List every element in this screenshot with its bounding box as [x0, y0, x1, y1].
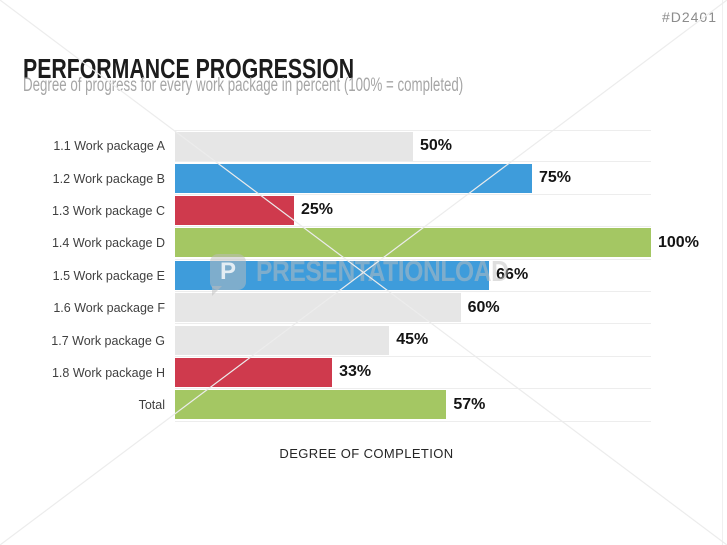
bar [175, 260, 490, 290]
value-label: 75% [539, 169, 572, 187]
bar [175, 390, 447, 420]
chart-row: 1.4 Work package D 100% [30, 227, 699, 260]
category-label: 1.7 Work package G [51, 333, 165, 348]
bar [175, 357, 333, 387]
bar-track: 66% [175, 260, 651, 292]
bar [175, 163, 532, 193]
bar-track: 45% [175, 324, 651, 357]
value-label: 50% [420, 137, 453, 155]
value-label: 60% [467, 298, 500, 316]
bar [175, 228, 651, 258]
category-label: 1.3 Work package C [51, 203, 165, 218]
value-label: 33% [339, 363, 372, 381]
category-label: 1.2 Work package B [52, 171, 165, 186]
category-label: 1.5 Work package E [52, 268, 165, 283]
bar [175, 293, 461, 323]
chart-row: 1.7 Work package G 45% [30, 324, 651, 357]
bar-track: 57% [175, 389, 651, 422]
bar-track: 50% [175, 130, 651, 163]
category-label: 1.1 Work package A [53, 139, 165, 154]
category-label: 1.8 Work package H [51, 365, 165, 380]
chart-row: 1.2 Work package B 75% [30, 162, 651, 195]
value-label: 45% [396, 331, 429, 349]
category-label: 1.6 Work package F [53, 301, 165, 316]
value-label: 25% [301, 201, 334, 219]
x-axis-title: DEGREE OF COMPLETION [279, 446, 454, 461]
doc-code: #D2401 [661, 9, 717, 25]
bar-chart: 1.1 Work package A 50% 1.2 Work package B 7… [30, 130, 699, 422]
chart-plot: 1.1 Work package A 50% 1.2 Work package B 7… [30, 130, 699, 422]
category-label: Total [138, 398, 165, 413]
bar-track: 33% [175, 357, 651, 390]
bar-track: 60% [175, 292, 651, 325]
category-label: 1.4 Work package D [51, 236, 165, 251]
chart-row: 1.1 Work package A 50% [30, 130, 651, 163]
chart-row: 1.8 Work package H 33% [30, 357, 651, 390]
bar-track: 100% [175, 227, 699, 260]
bar [175, 325, 390, 355]
bar-track: 75% [175, 162, 651, 195]
chart-row: 1.5 Work package E 66% [30, 260, 651, 292]
chart-row: 1.6 Work package F 60% [30, 292, 651, 325]
bar-track: 25% [175, 195, 651, 228]
value-label: 66% [496, 266, 529, 284]
chart-row: 1.3 Work package C 25% [30, 195, 651, 228]
bar [175, 195, 294, 225]
chart-row: Total 57% [30, 389, 651, 422]
value-label: 57% [453, 395, 486, 413]
value-label: 100% [658, 233, 699, 251]
page-subtitle: Degree of progress for every work packag… [23, 75, 464, 96]
bar [175, 131, 413, 161]
slide-right-edge-line [722, 0, 723, 545]
